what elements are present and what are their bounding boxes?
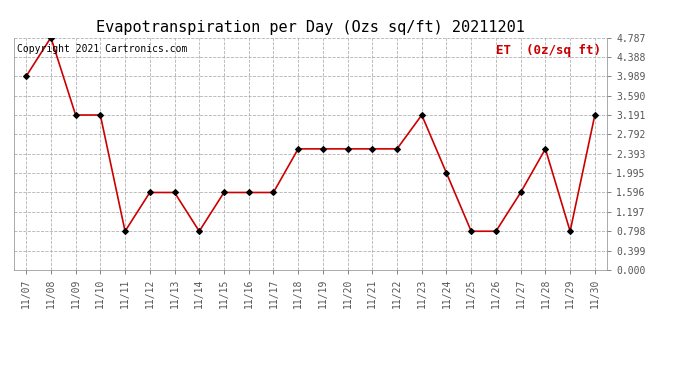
Point [169, 189, 180, 195]
Point [491, 228, 502, 234]
Point [219, 189, 230, 195]
Point [21, 73, 32, 79]
Point [144, 189, 155, 195]
Point [367, 146, 378, 152]
Point [194, 228, 205, 234]
Point [46, 34, 57, 40]
Point [564, 228, 575, 234]
Point [95, 112, 106, 118]
Title: Evapotranspiration per Day (Ozs sq/ft) 20211201: Evapotranspiration per Day (Ozs sq/ft) 2… [96, 20, 525, 35]
Point [540, 146, 551, 152]
Point [119, 228, 130, 234]
Point [416, 112, 427, 118]
Point [243, 189, 254, 195]
Point [441, 170, 452, 176]
Text: Copyright 2021 Cartronics.com: Copyright 2021 Cartronics.com [17, 45, 187, 54]
Point [589, 112, 600, 118]
Point [515, 189, 526, 195]
Point [70, 112, 81, 118]
Point [391, 146, 402, 152]
Point [342, 146, 353, 152]
Point [268, 189, 279, 195]
Text: ET  (0z/sq ft): ET (0z/sq ft) [496, 45, 601, 57]
Point [293, 146, 304, 152]
Point [317, 146, 328, 152]
Point [466, 228, 477, 234]
